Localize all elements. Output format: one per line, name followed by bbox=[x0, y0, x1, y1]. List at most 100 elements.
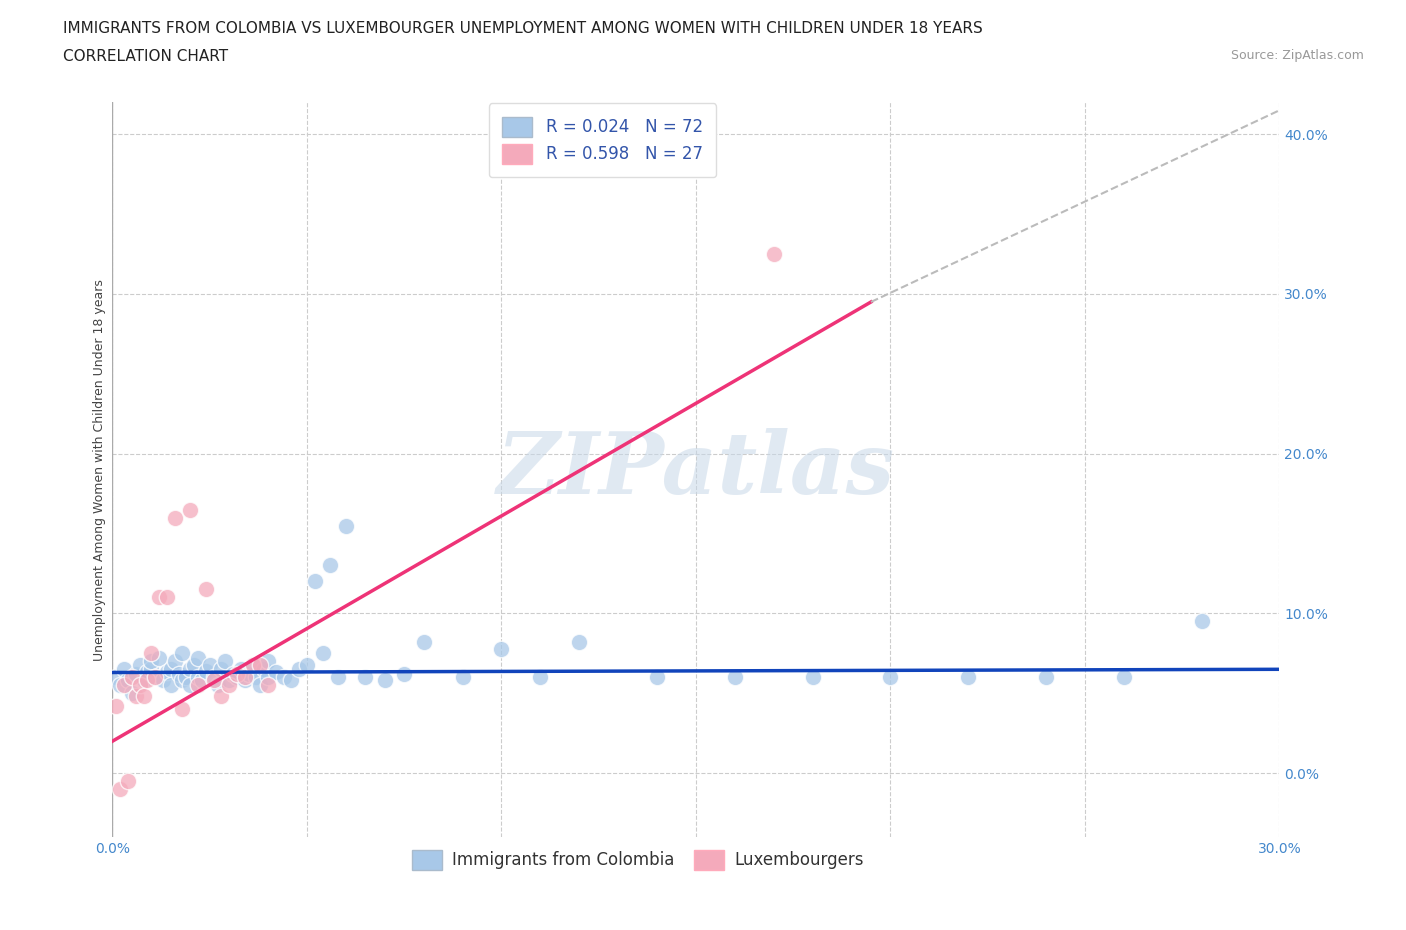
Point bbox=[183, 658, 205, 672]
Text: IMMIGRANTS FROM COLOMBIA VS LUXEMBOURGER UNEMPLOYMENT AMONG WOMEN WITH CHILDREN : IMMIGRANTS FROM COLOMBIA VS LUXEMBOURGER… bbox=[63, 21, 983, 36]
Point bbox=[128, 658, 150, 672]
Point bbox=[645, 670, 668, 684]
Point bbox=[257, 654, 280, 669]
Point bbox=[253, 662, 276, 677]
Point bbox=[326, 670, 349, 684]
Point bbox=[209, 662, 232, 677]
Point bbox=[1035, 670, 1057, 684]
Point bbox=[209, 689, 232, 704]
Point bbox=[264, 665, 287, 680]
Point bbox=[152, 673, 174, 688]
Legend: Immigrants from Colombia, Luxembourgers: Immigrants from Colombia, Luxembourgers bbox=[402, 840, 873, 880]
Point bbox=[167, 667, 190, 682]
Point bbox=[179, 678, 201, 693]
Point bbox=[304, 574, 326, 589]
Point bbox=[143, 670, 166, 684]
Text: Source: ZipAtlas.com: Source: ZipAtlas.com bbox=[1230, 49, 1364, 62]
Point bbox=[112, 662, 135, 677]
Point bbox=[128, 678, 150, 693]
Point bbox=[394, 667, 416, 682]
Point bbox=[156, 590, 179, 604]
Point bbox=[172, 645, 194, 660]
Point bbox=[141, 662, 163, 677]
Point bbox=[257, 670, 280, 684]
Text: CORRELATION CHART: CORRELATION CHART bbox=[63, 49, 228, 64]
Point bbox=[110, 781, 132, 796]
Point bbox=[125, 667, 148, 682]
Point bbox=[121, 685, 143, 700]
Point bbox=[156, 665, 179, 680]
Point bbox=[172, 673, 194, 688]
Point bbox=[249, 658, 271, 672]
Point bbox=[491, 641, 513, 656]
Point bbox=[179, 662, 201, 677]
Text: ZIPatlas: ZIPatlas bbox=[496, 428, 896, 512]
Point bbox=[202, 673, 225, 688]
Point bbox=[218, 678, 240, 693]
Point bbox=[163, 511, 186, 525]
Point bbox=[176, 670, 198, 684]
Point bbox=[148, 590, 170, 604]
Point bbox=[198, 658, 221, 672]
Point bbox=[207, 678, 229, 693]
Point bbox=[229, 662, 252, 677]
Point bbox=[194, 663, 217, 678]
Point bbox=[238, 667, 260, 682]
Point bbox=[187, 670, 209, 684]
Point bbox=[202, 670, 225, 684]
Point bbox=[1191, 614, 1213, 629]
Point bbox=[273, 670, 295, 684]
Point bbox=[121, 670, 143, 684]
Point bbox=[172, 702, 194, 717]
Point bbox=[187, 678, 209, 693]
Point bbox=[288, 662, 311, 677]
Point bbox=[136, 673, 159, 688]
Point bbox=[311, 645, 333, 660]
Point bbox=[245, 670, 267, 684]
Point bbox=[179, 502, 201, 517]
Point bbox=[249, 678, 271, 693]
Point bbox=[110, 678, 132, 693]
Point bbox=[117, 774, 139, 789]
Point bbox=[879, 670, 901, 684]
Point bbox=[295, 658, 318, 672]
Point bbox=[957, 670, 980, 684]
Point bbox=[724, 670, 747, 684]
Point bbox=[226, 670, 249, 684]
Point bbox=[218, 673, 240, 688]
Point bbox=[214, 654, 236, 669]
Point bbox=[163, 654, 186, 669]
Point bbox=[125, 689, 148, 704]
Point bbox=[374, 673, 396, 688]
Point bbox=[136, 665, 159, 680]
Point bbox=[148, 651, 170, 666]
Point bbox=[1112, 670, 1135, 684]
Point bbox=[105, 698, 128, 713]
Point bbox=[233, 673, 256, 688]
Point bbox=[194, 582, 217, 597]
Point bbox=[222, 667, 245, 682]
Point bbox=[141, 654, 163, 669]
Point bbox=[132, 673, 155, 688]
Point bbox=[105, 670, 128, 684]
Point bbox=[451, 670, 474, 684]
Point bbox=[143, 670, 166, 684]
Point bbox=[187, 651, 209, 666]
Point bbox=[354, 670, 377, 684]
Point bbox=[117, 673, 139, 688]
Point bbox=[568, 634, 591, 649]
Point bbox=[233, 670, 256, 684]
Y-axis label: Unemployment Among Women with Children Under 18 years: Unemployment Among Women with Children U… bbox=[93, 279, 105, 660]
Point bbox=[280, 673, 302, 688]
Point bbox=[257, 678, 280, 693]
Point bbox=[112, 678, 135, 693]
Point bbox=[412, 634, 434, 649]
Point bbox=[141, 645, 163, 660]
Point bbox=[242, 658, 264, 672]
Point bbox=[335, 518, 357, 533]
Point bbox=[132, 689, 155, 704]
Point bbox=[529, 670, 551, 684]
Point bbox=[319, 558, 342, 573]
Point bbox=[801, 670, 824, 684]
Point bbox=[762, 246, 785, 261]
